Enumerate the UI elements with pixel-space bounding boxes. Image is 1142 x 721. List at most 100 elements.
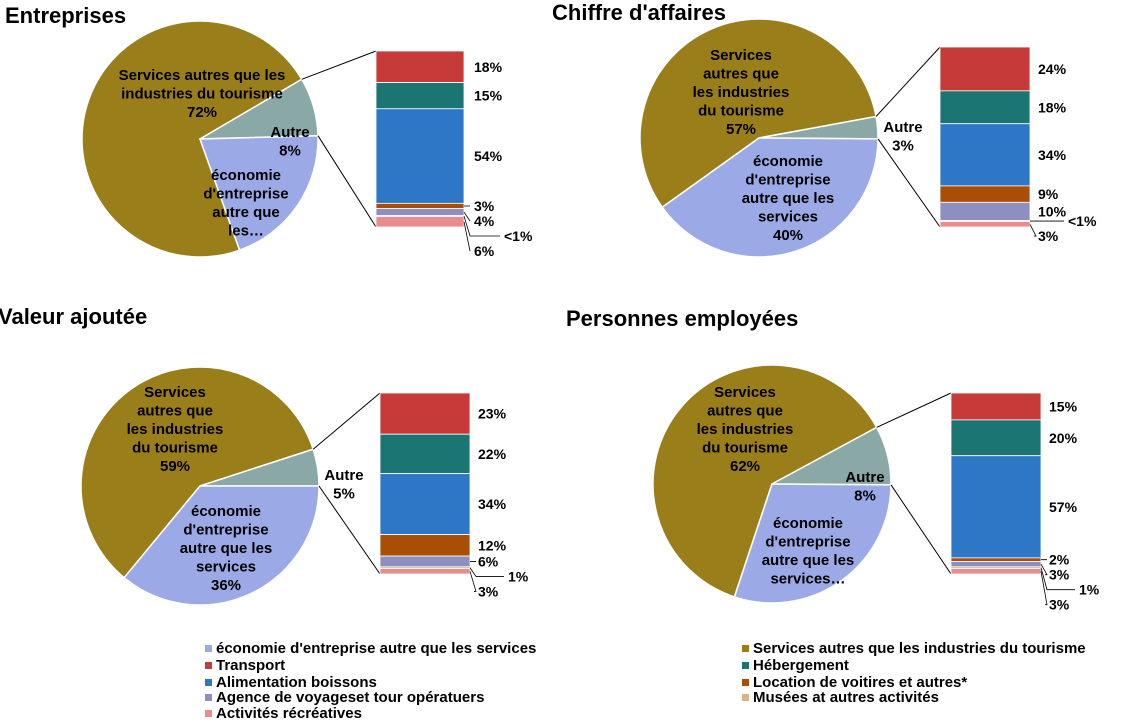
pie-label-autre: Autre 3% <box>883 119 922 155</box>
bar-segment-activites-recreatives <box>950 568 1042 575</box>
legend-swatch <box>205 645 212 652</box>
chart-title: Entreprises <box>5 3 126 28</box>
legend-item-activites: Activités récréatives <box>205 705 362 721</box>
connector-line-top <box>301 50 377 80</box>
bar-segment-activites-recreatives <box>379 568 471 575</box>
legend-label: Transport <box>216 657 285 674</box>
pie-slice-economie-d-entreprise-autre-que-les-services <box>733 483 892 604</box>
chart-panel-4: Personnes employées Services autres que les… <box>566 306 1100 613</box>
legend-label: Agence de voyageset tour opératuers <box>216 689 484 706</box>
bar-segment-transport <box>375 50 465 83</box>
pie-slice-economie-d-entreprise-autre-que-les-services <box>661 137 879 258</box>
bar-label-transport: 23% <box>478 406 507 422</box>
bar-label-transport: 15% <box>1049 398 1078 414</box>
bar-label-alimentation-boissons: 54% <box>474 148 503 164</box>
pie-label-services-autres-que-les-industries-du-tourisme: Services autres que les industries du tou… <box>119 67 286 121</box>
chart-panel-3: Valeur ajoutée Services autres que les indu… <box>0 304 529 606</box>
leader-line <box>469 567 504 577</box>
legend-label: Activités récréatives <box>216 705 362 721</box>
pie-label-services-autres-que-les-industries-du-tourisme: Services autres que les industries du touri… <box>693 47 790 138</box>
connector-line-top <box>312 392 381 450</box>
bar-segment-alimentation-boissons <box>939 123 1031 187</box>
bar-label-alimentation-boissons: 34% <box>478 496 507 512</box>
chart-panel-1: Entreprises Services autres que les indust… <box>5 3 533 259</box>
bar-label-musees-at-autres-activites: 1% <box>1079 582 1100 598</box>
pie <box>81 20 319 258</box>
bar-segment-hebergement <box>375 82 465 110</box>
pie-slice-economie-d-entreprise-autre-que-les-services <box>198 134 319 252</box>
bar-label-agence-de-voyageset-tour-operatuers: 4% <box>474 213 495 229</box>
bar-label-musees-at-autres-activites: 1% <box>508 568 529 584</box>
legend-item-agence: Agence de voyageset tour opératuers <box>205 689 484 706</box>
legend-swatch <box>742 679 749 686</box>
bar-label-musees-at-autres-activites: <1% <box>1068 213 1097 229</box>
connector-line-bottom <box>877 138 941 228</box>
leader-line <box>463 215 500 237</box>
bar-label-location-de-voitires-et-autres: 3% <box>474 198 495 214</box>
chart-title: Personnes employées <box>566 306 798 331</box>
legend-item-heberg: Hébergement <box>742 657 849 674</box>
legend-item-location: Location de voitires et autres* <box>742 674 967 691</box>
stacked-bar <box>379 392 471 575</box>
connector-line-top <box>875 46 941 117</box>
pie-label-autre: Autre 8% <box>845 469 884 505</box>
leader-line <box>1040 571 1048 606</box>
bar-segment-agence-de-voyageset-tour-operatuers <box>950 561 1042 568</box>
pie-label-autre: Autre 8% <box>270 124 309 160</box>
bar-label-alimentation-boissons: 57% <box>1049 499 1078 515</box>
legend-item-transport: Transport <box>205 657 285 674</box>
connector-line-top <box>876 392 952 428</box>
bar-label-transport: 18% <box>474 59 503 75</box>
bar-label-activites-recreatives: 3% <box>1049 597 1070 613</box>
bar-segment-alimentation-boissons <box>950 455 1042 559</box>
legend-label: Location de voitires et autres* <box>753 674 967 691</box>
legend-label: économie d'entreprise autre que les serv… <box>216 640 536 657</box>
bar-label-location-de-voitires-et-autres: 9% <box>1038 186 1059 202</box>
bar-segment-location-de-voitires-et-autres <box>375 202 465 210</box>
legend-swatch <box>742 645 749 652</box>
bar-label-agence-de-voyageset-tour-operatuers: 10% <box>1038 203 1067 219</box>
connector-line-bottom <box>317 135 377 228</box>
stacked-bar <box>939 46 1031 228</box>
bar-segment-activites-recreatives <box>939 221 1031 228</box>
pie-label-services-autres-que-les-industries-du-tourisme: Services autres que les industries du touri… <box>697 384 794 475</box>
bar-segment-agence-de-voyageset-tour-operatuers <box>939 201 1031 222</box>
legend-label: Musées at autres activités <box>753 689 939 706</box>
pie-slice-services-autres-que-les-industries-du-tourisme <box>639 18 877 209</box>
bar-segment-agence-de-voyageset-tour-operatuers <box>375 208 465 217</box>
leader-line <box>469 571 477 592</box>
bar-segment-activites-recreatives <box>375 216 465 228</box>
bar-label-musees-at-autres-activites: <1% <box>504 228 533 244</box>
bar-label-alimentation-boissons: 34% <box>1038 147 1067 163</box>
legend-swatch <box>205 710 212 717</box>
bar-segment-alimentation-boissons <box>379 473 471 535</box>
leader-line <box>463 221 471 252</box>
pie-slice-economie-d-entreprise-autre-que-les-services <box>123 485 320 606</box>
legend-label: Hébergement <box>753 657 849 674</box>
leader-line <box>463 211 471 222</box>
chart-title: Valeur ajoutée <box>0 304 147 329</box>
bar-label-agence-de-voyageset-tour-operatuers: 3% <box>1049 567 1070 583</box>
bar-label-hebergement: 15% <box>474 88 503 104</box>
bar-label-hebergement: 22% <box>478 446 507 462</box>
legend-swatch <box>742 694 749 701</box>
bar-label-hebergement: 18% <box>1038 99 1067 115</box>
bar-label-location-de-voitires-et-autres: 12% <box>478 537 507 553</box>
legend-item-alim: Alimentation boissons <box>205 674 377 691</box>
legend-item-serv: Services autres que les industries du to… <box>742 640 1086 657</box>
pie-label-economie-d-entreprise-autre-que-les-services: économie d'entreprise autre que les service… <box>742 153 835 244</box>
legend-swatch <box>205 679 212 686</box>
legend-swatch <box>205 662 212 669</box>
bar-label-activites-recreatives: 3% <box>478 583 499 599</box>
legend-label: Services autres que les industries du to… <box>753 640 1086 657</box>
pie <box>639 18 879 258</box>
chart-title: Chiffre d'affaires <box>552 0 726 25</box>
legend-swatch <box>742 662 749 669</box>
bar-label-transport: 24% <box>1038 61 1067 77</box>
connector-line-bottom <box>318 485 381 575</box>
pie-label-economie-d-entreprise-autre-que-les-services: économie d'entreprise autre que les service… <box>762 515 855 588</box>
pie-label-autre: Autre 5% <box>324 467 363 503</box>
pie-slice-services-autres-que-les-industries-du-tourisme <box>81 20 303 258</box>
stacked-bar <box>375 50 465 228</box>
